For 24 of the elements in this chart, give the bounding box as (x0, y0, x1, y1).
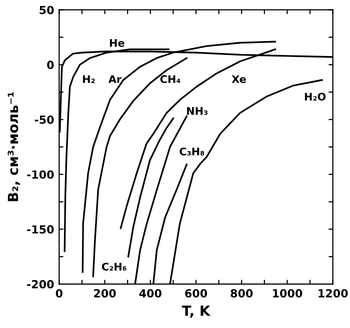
y-tick-label: -100 (27, 170, 54, 179)
x-tick-label: 400 (139, 289, 162, 298)
x-tick-label: 1200 (318, 289, 348, 298)
series-label: C₂H₆ (102, 262, 126, 271)
y-tick-label: -200 (27, 280, 54, 288)
x-tick-label: 800 (230, 289, 253, 298)
y-tick-label: 50 (40, 6, 54, 14)
x-tick-label: 0 (56, 289, 62, 298)
series-label: He (110, 39, 124, 47)
x-tick-label: 600 (185, 289, 208, 298)
y-tick-label: -150 (27, 225, 54, 234)
x-tick-label: 1000 (273, 289, 302, 298)
series-label: CH₄ (160, 75, 180, 84)
series-label: H₂ (83, 75, 95, 83)
legend-label: H₂O (304, 92, 326, 101)
y-axis-title: B₂, см³·моль⁻¹ (8, 92, 20, 202)
x-tick-label: 200 (94, 289, 116, 298)
series-label: Xe (232, 75, 246, 84)
y-tick-label: 0 (47, 60, 54, 70)
y-tick-label: -50 (34, 116, 54, 124)
series-label: Ar (108, 75, 122, 83)
series-label: C₃H₈ (180, 148, 204, 156)
x-axis-title: T, K (182, 306, 211, 318)
series-label: NH₃ (187, 107, 208, 115)
